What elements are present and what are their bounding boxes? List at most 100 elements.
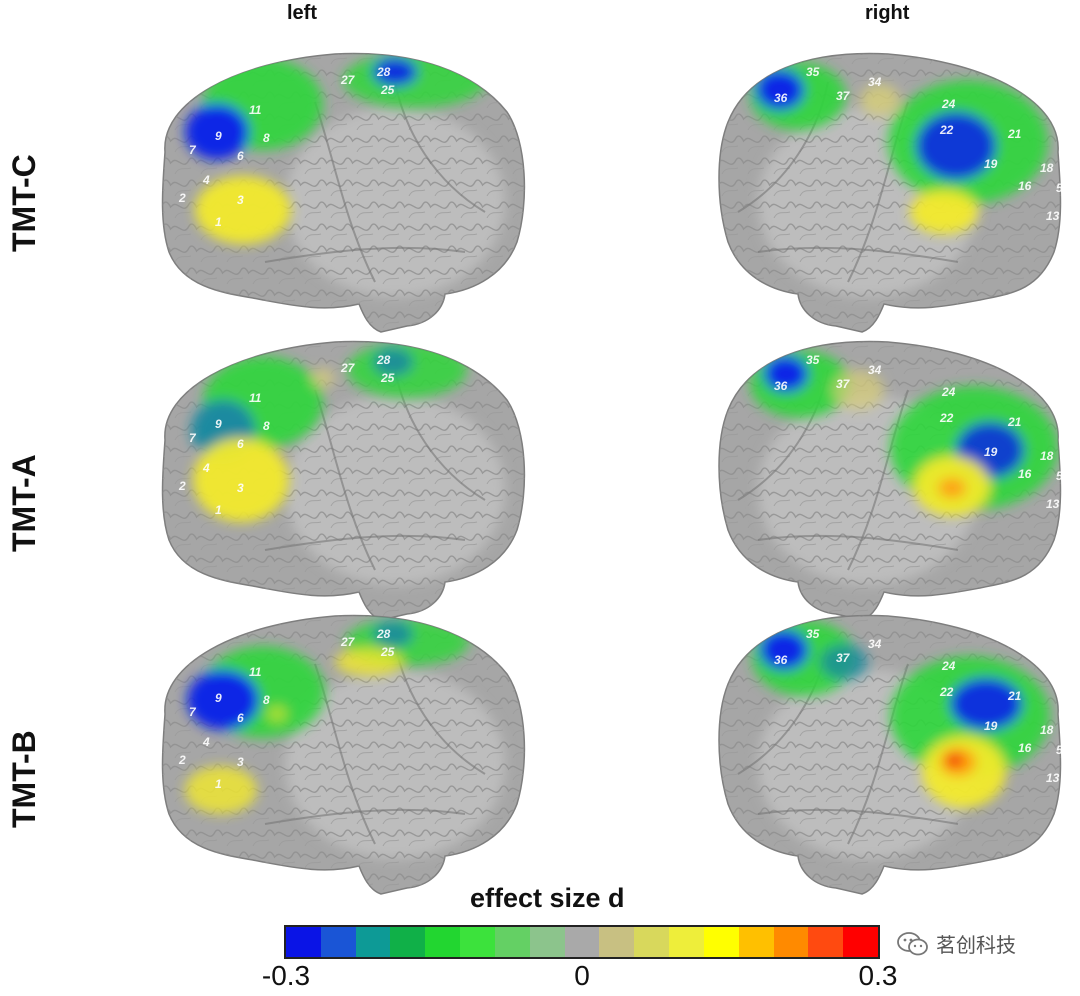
brain-left-tmt-b: 7 9 11 6 8 2 4 1 3 27 28 25	[145, 604, 535, 900]
row-header-tmt-c: TMT-C	[6, 154, 42, 252]
channel-label: 34	[868, 75, 882, 89]
channel-label: 21	[1007, 415, 1022, 429]
channel-label: 21	[1007, 689, 1022, 703]
channel-label: 24	[941, 385, 956, 399]
channel-label: 34	[868, 637, 882, 651]
effect-blob-blue	[950, 678, 1022, 730]
channel-label: 37	[836, 651, 851, 665]
effect-blob-blue	[760, 630, 808, 670]
channel-label: 3	[237, 755, 244, 769]
effect-blob-yellow	[335, 648, 403, 676]
channel-label: 8	[263, 693, 270, 707]
channel-label: 19	[984, 157, 998, 171]
effect-blob-blue	[185, 104, 249, 160]
colorbar-segment	[599, 927, 635, 957]
channel-label: 16	[1018, 179, 1032, 193]
channel-label: 9	[215, 129, 222, 143]
effect-blob-yellow	[185, 766, 257, 814]
colorbar-segment	[669, 927, 704, 957]
channel-label: 19	[984, 719, 998, 733]
channel-label: 28	[376, 353, 391, 367]
channel-label: 6	[237, 149, 244, 163]
row-header-tmt-b: TMT-B	[6, 730, 42, 828]
channel-label: 36	[774, 91, 788, 105]
wechat-icon	[897, 931, 928, 955]
channel-label: 19	[984, 445, 998, 459]
channel-label: 9	[215, 417, 222, 431]
colorbar-segment	[808, 927, 844, 957]
channel-label: 18	[1040, 161, 1054, 175]
channel-label: 1	[215, 777, 222, 791]
channel-label: 11	[249, 103, 262, 117]
channel-label: 1	[215, 503, 222, 517]
colorbar-segment	[425, 927, 461, 957]
effect-blob-blue	[764, 356, 808, 392]
effect-blob-blue	[916, 112, 996, 180]
channel-label: 28	[376, 65, 391, 79]
channel-label: 8	[263, 131, 270, 145]
channel-label: 22	[939, 685, 954, 699]
channel-label: 25	[380, 371, 395, 385]
colorbar-segment	[286, 927, 321, 957]
colorbar-segment	[773, 927, 809, 957]
colorbar-segment	[843, 927, 879, 957]
channel-label: 37	[836, 377, 851, 391]
brain-right-tmt-c: 36 35 37 34 24 22 21 19 18 16 5 13	[718, 42, 1080, 338]
channel-label: 18	[1040, 723, 1054, 737]
channel-label: 13	[1046, 209, 1060, 223]
channel-label: 16	[1018, 467, 1032, 481]
brain-right-tmt-a: 36 35 37 34 24 22 21 19 18 16 5 13	[718, 330, 1080, 626]
effect-blob-teal	[373, 348, 413, 376]
column-header-right: right	[865, 2, 910, 24]
channel-label: 16	[1018, 741, 1032, 755]
channel-label: 21	[1007, 127, 1022, 141]
channel-label: 5	[1056, 181, 1063, 195]
channel-label: 6	[237, 711, 244, 725]
channel-label: 27	[340, 73, 356, 87]
effect-blob-blue	[373, 58, 417, 86]
channel-label: 34	[868, 363, 882, 377]
channel-label: 28	[376, 627, 391, 641]
channel-label: 13	[1046, 497, 1060, 511]
channel-label: 11	[249, 391, 262, 405]
channel-label: 36	[774, 653, 788, 667]
channel-label: 3	[237, 193, 244, 207]
effect-blob-pale	[311, 368, 335, 388]
effect-blob-yellow	[910, 190, 978, 234]
brain-right-tmt-b: 36 35 37 34 24 22 21 19 18 16 5 13	[718, 604, 1080, 900]
effect-blob-red	[946, 753, 962, 767]
channel-label: 35	[806, 65, 820, 79]
colorbar-segment	[703, 927, 739, 957]
channel-label: 8	[263, 419, 270, 433]
channel-label: 1	[215, 215, 222, 229]
effect-blob-orange	[938, 478, 966, 498]
colorbar-title: effect size d	[470, 883, 625, 913]
brain-left-tmt-a: 7 9 11 6 8 2 4 1 3 27 28 25	[145, 330, 535, 626]
channel-label: 35	[806, 353, 820, 367]
colorbar-segment	[564, 927, 600, 957]
channel-label: 3	[237, 481, 244, 495]
channel-label: 25	[380, 83, 395, 97]
colorbar-segment	[320, 927, 356, 957]
channel-label: 37	[836, 89, 851, 103]
effect-blob-blue	[187, 670, 259, 730]
channel-label: 36	[774, 379, 788, 393]
channel-label: 6	[237, 437, 244, 451]
channel-label: 18	[1040, 449, 1054, 463]
channel-label: 13	[1046, 771, 1060, 785]
effect-blob-yellow	[193, 438, 289, 522]
channel-label: 24	[941, 659, 956, 673]
channel-label: 27	[340, 635, 356, 649]
channel-label: 2	[178, 753, 186, 767]
colorbar-tick-max: 0.3	[858, 960, 898, 991]
colorbar-segment	[460, 927, 495, 957]
effect-blob-green	[343, 53, 487, 108]
channel-label: 4	[202, 461, 210, 475]
watermark: 茗创科技	[896, 929, 1016, 958]
effect-blob-pale	[860, 84, 900, 116]
brain-left-tmt-c: 7 9 11 6 8 2 4 1 3 27 28 25	[145, 42, 535, 338]
effect-blob-yellow	[267, 706, 287, 722]
colorbar-segment	[494, 927, 530, 957]
column-header-left: left	[287, 2, 317, 24]
channel-label: 11	[249, 665, 262, 679]
